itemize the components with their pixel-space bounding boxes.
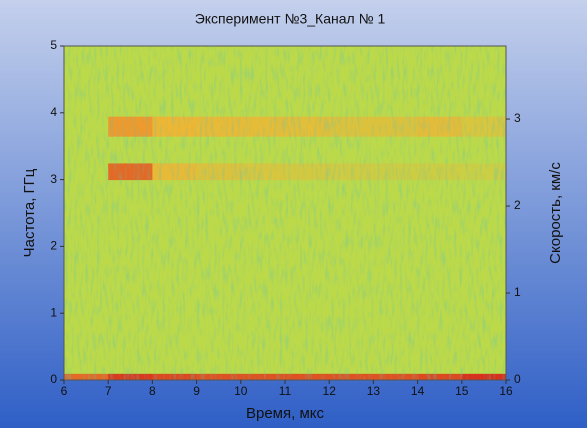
texture [64, 46, 506, 380]
y2-tick-label: 2 [514, 198, 521, 212]
y2-tick-label: 1 [514, 285, 521, 299]
x-tick-label: 10 [234, 384, 248, 398]
y-tick-label: 2 [50, 239, 57, 253]
x-tick-label: 7 [105, 384, 112, 398]
x-tick-label: 13 [367, 384, 381, 398]
chart-title: Эксперимент №3_Канал № 1 [195, 11, 386, 27]
x-tick-label: 12 [323, 384, 337, 398]
y2-axis-label: Скорость, км/с [547, 162, 564, 264]
x-tick-label: 11 [279, 384, 292, 398]
y-tick-label: 1 [50, 305, 57, 319]
y-tick-label: 5 [50, 38, 57, 52]
x-axis-label: Время, мкс [246, 405, 325, 422]
y-tick-label: 4 [50, 105, 57, 119]
x-tick-label: 14 [411, 384, 425, 398]
x-tick-label: 15 [455, 384, 469, 398]
y2-tick-label: 3 [514, 111, 521, 125]
x-tick-label: 16 [499, 384, 513, 398]
x-tick-label: 8 [149, 384, 156, 398]
y-axis-label: Частота, ГГц [21, 168, 38, 257]
x-tick-label: 6 [61, 384, 68, 398]
y2-tick-label: 0 [514, 372, 521, 386]
y-tick-label: 3 [50, 172, 57, 186]
x-tick-label: 9 [193, 384, 200, 398]
y-tick-label: 0 [50, 372, 57, 386]
